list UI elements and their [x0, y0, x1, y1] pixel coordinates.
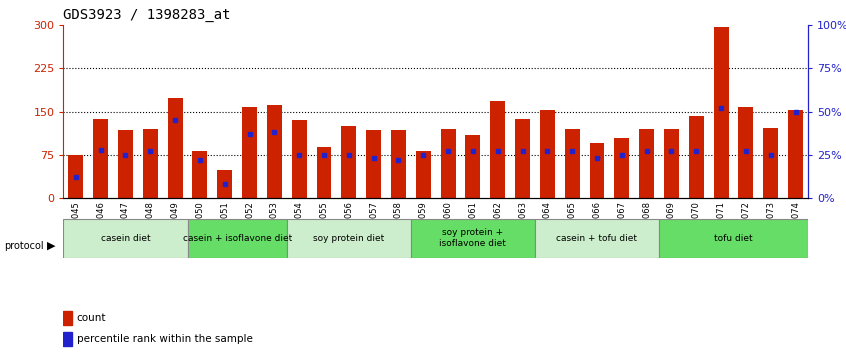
Bar	[292, 120, 306, 198]
FancyBboxPatch shape	[535, 218, 659, 258]
Text: casein diet: casein diet	[101, 234, 151, 242]
Bar	[640, 129, 654, 198]
Text: tofu diet: tofu diet	[714, 234, 753, 242]
Bar	[441, 129, 455, 198]
Bar	[416, 151, 431, 198]
Bar	[63, 312, 73, 325]
Bar	[217, 171, 232, 198]
Bar	[143, 129, 157, 198]
Text: protocol: protocol	[4, 241, 44, 251]
Text: soy protein diet: soy protein diet	[313, 234, 384, 242]
Bar	[118, 130, 133, 198]
Bar	[540, 110, 555, 198]
Text: GDS3923 / 1398283_at: GDS3923 / 1398283_at	[63, 8, 231, 22]
Text: ▶: ▶	[47, 241, 56, 251]
Text: percentile rank within the sample: percentile rank within the sample	[77, 334, 253, 344]
Bar	[465, 135, 481, 198]
Bar	[664, 129, 678, 198]
Bar	[242, 108, 257, 198]
Text: soy protein +
isoflavone diet: soy protein + isoflavone diet	[439, 228, 507, 248]
FancyBboxPatch shape	[63, 218, 188, 258]
Bar	[366, 130, 381, 198]
Bar	[714, 27, 728, 198]
Bar	[93, 119, 108, 198]
Bar	[63, 332, 73, 346]
Bar	[267, 104, 282, 198]
Text: count: count	[77, 313, 107, 323]
Bar	[614, 138, 629, 198]
Bar	[69, 155, 83, 198]
Bar	[515, 119, 530, 198]
Bar	[391, 130, 406, 198]
Bar	[739, 107, 753, 198]
Bar	[689, 116, 704, 198]
Bar	[342, 126, 356, 198]
Bar	[193, 151, 207, 198]
Bar	[316, 147, 332, 198]
Bar	[763, 128, 778, 198]
Text: casein + tofu diet: casein + tofu diet	[557, 234, 638, 242]
Bar	[491, 101, 505, 198]
FancyBboxPatch shape	[411, 218, 535, 258]
Bar	[788, 110, 803, 198]
Bar	[565, 129, 580, 198]
Text: casein + isoflavone diet: casein + isoflavone diet	[183, 234, 292, 242]
Bar	[168, 98, 183, 198]
FancyBboxPatch shape	[287, 218, 411, 258]
Bar	[590, 143, 604, 198]
FancyBboxPatch shape	[659, 218, 808, 258]
FancyBboxPatch shape	[188, 218, 287, 258]
